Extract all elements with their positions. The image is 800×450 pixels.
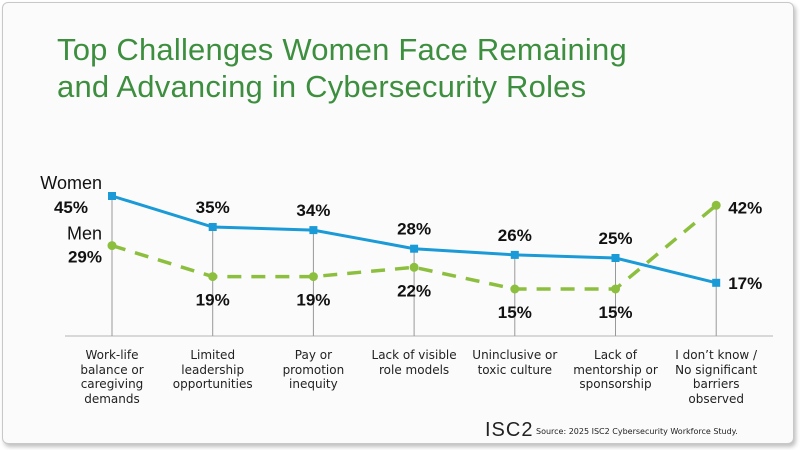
x-tick-label-line: mentorship or bbox=[573, 362, 658, 377]
title-line-1: Top Challenges Women Face Remaining bbox=[57, 32, 627, 67]
x-tick-label: Limited leadership opportunities bbox=[158, 348, 268, 392]
women-marker bbox=[510, 250, 519, 259]
source-note: Source: 2025 ISC2 Cybersecurity Workforc… bbox=[536, 427, 738, 436]
men-data-label: 19% bbox=[296, 291, 330, 310]
x-tick-label-line: Work-life bbox=[85, 348, 139, 362]
women-marker bbox=[108, 192, 116, 200]
x-tick-label: I don’t know / No significant barriers obse… bbox=[661, 348, 771, 406]
women-data-label: 45% bbox=[54, 198, 88, 217]
x-tick-label: Pay or promotion inequity bbox=[258, 348, 368, 392]
x-tick-label: Work-life balance or caregiving demands bbox=[57, 348, 167, 406]
x-tick-label: Lack of mentorship or sponsorship bbox=[561, 348, 671, 392]
x-tick-label-line: leadership bbox=[181, 362, 245, 377]
x-tick-label-line: role models bbox=[379, 362, 450, 377]
x-tick-label-line: inequity bbox=[289, 377, 338, 391]
x-tick-label-line: observed bbox=[688, 391, 744, 406]
men-marker bbox=[510, 284, 520, 294]
men-data-label: 15% bbox=[598, 303, 632, 322]
women-marker bbox=[208, 223, 217, 231]
x-tick-label-line: opportunities bbox=[172, 377, 253, 391]
men-marker bbox=[107, 241, 117, 251]
men-data-label: 15% bbox=[498, 303, 532, 322]
x-tick-label-line: barriers bbox=[692, 377, 740, 391]
x-tick-label-line: promotion bbox=[282, 362, 345, 377]
women-marker bbox=[712, 278, 721, 287]
men-data-label: 19% bbox=[196, 291, 230, 310]
men-data-label: 29% bbox=[68, 248, 102, 267]
x-tick-label-line: Pay or bbox=[294, 348, 333, 362]
women-data-label: 26% bbox=[498, 226, 532, 245]
isc2-logo: ISC2 bbox=[485, 419, 534, 441]
women-data-label: 17% bbox=[728, 274, 762, 293]
slide: Top Challenges Women Face Remaining and … bbox=[2, 2, 794, 444]
women-marker bbox=[410, 244, 419, 253]
line-chart: 45% 35% 34% 28% 26% 25% 17% 29% 19% 19% 22% 15% 15% 4… bbox=[40, 173, 773, 337]
x-tick-label-line: toxic culture bbox=[477, 362, 553, 377]
x-tick-label-line: demands bbox=[84, 391, 140, 406]
x-tick-label-line: Uninclusive or bbox=[472, 348, 558, 362]
x-tick-label: Lack of visible role models bbox=[359, 348, 469, 377]
men-data-label: 22% bbox=[397, 281, 431, 300]
x-tick-label-line: Limited bbox=[190, 348, 236, 362]
x-tick-label-line: balance or bbox=[80, 362, 144, 377]
women-marker bbox=[309, 226, 318, 235]
x-tick-label-line: Lack of visible bbox=[371, 348, 457, 362]
women-marker bbox=[611, 254, 620, 262]
men-data-label: 42% bbox=[728, 198, 762, 217]
men-marker bbox=[711, 200, 721, 210]
women-data-label: 25% bbox=[598, 229, 632, 248]
x-tick-label: Uninclusive or toxic culture bbox=[460, 348, 570, 377]
chart-title: Top Challenges Women Face Remaining and … bbox=[57, 31, 627, 105]
title-line-2: and Advancing in Cybersecurity Roles bbox=[57, 69, 587, 104]
legend-women: Women bbox=[40, 173, 102, 193]
x-tick-label-line: I don’t know / bbox=[675, 348, 758, 362]
men-marker bbox=[409, 262, 419, 272]
legend-men: Men bbox=[67, 224, 102, 244]
women-data-label: 35% bbox=[196, 198, 230, 217]
men-marker bbox=[308, 272, 318, 282]
x-tick-label-line: No significant bbox=[675, 362, 758, 377]
men-marker bbox=[208, 272, 218, 282]
women-data-label: 34% bbox=[296, 201, 330, 220]
x-tick-label-line: caregiving bbox=[80, 377, 144, 391]
women-data-label: 28% bbox=[397, 220, 431, 239]
x-tick-label-line: sponsorship bbox=[579, 377, 652, 391]
men-marker bbox=[611, 284, 620, 294]
x-tick-label-line: Lack of bbox=[594, 348, 637, 362]
